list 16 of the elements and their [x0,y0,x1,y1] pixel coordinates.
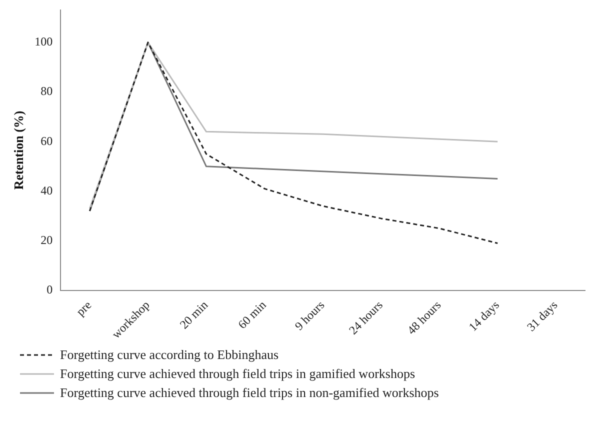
y-tick-label: 40 [40,183,53,198]
legend-label: Forgetting curve according to Ebbinghaus [60,346,279,362]
x-tick-label: 31 days [524,298,560,334]
legend-label: Forgetting curve achieved through field trips in gamified workshops [60,366,416,382]
line-series [88,42,498,244]
y-tick-label: 0 [46,282,53,297]
x-tick-label: 60 min [235,298,269,332]
y-tick-label: 60 [40,134,53,148]
y-tick-label: 20 [40,232,53,247]
y-tick-label: 80 [40,84,53,98]
x-tick-label: 14 days [466,298,502,334]
legend-label: Forgetting curve achieved through field trips in non-gamified workshops [60,384,439,400]
y-tick-label: 100 [34,34,53,49]
y-axis-title: Retention (%) [11,110,26,190]
x-tick-label: pre [73,298,94,319]
x-tick-label: 20 min [176,298,211,332]
